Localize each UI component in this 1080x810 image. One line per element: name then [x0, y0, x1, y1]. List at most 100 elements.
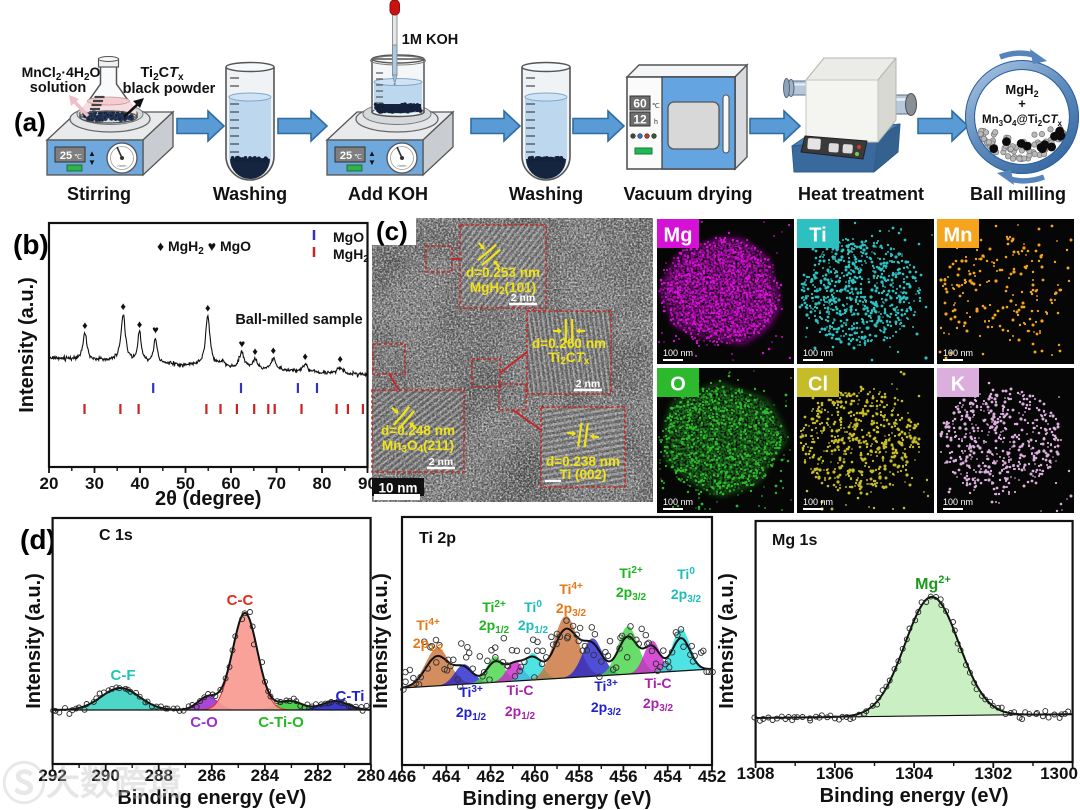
- svg-text:Mn3O4(211): Mn3O4(211): [382, 438, 454, 455]
- svg-text:100 nm: 100 nm: [663, 348, 693, 358]
- svg-text:Binding energy (eV): Binding energy (eV): [463, 788, 652, 810]
- svg-text:464: 464: [432, 767, 461, 786]
- svg-text:2 nm: 2 nm: [429, 456, 454, 468]
- svg-text:100 nm: 100 nm: [663, 497, 693, 507]
- svg-text:Intensity (a.u.): Intensity (a.u.): [23, 573, 45, 709]
- svg-text:30: 30: [85, 474, 104, 493]
- svg-text:2θ (degree): 2θ (degree): [155, 488, 261, 510]
- svg-text:♦: ♦: [337, 354, 343, 366]
- svg-text:K: K: [951, 374, 966, 396]
- svg-text:40: 40: [131, 474, 150, 493]
- svg-text:Intensity (a.u.): Intensity (a.u.): [370, 573, 392, 709]
- svg-text:280: 280: [357, 766, 385, 785]
- svg-text:Heat treatment: Heat treatment: [798, 184, 924, 204]
- svg-text:462: 462: [476, 767, 504, 786]
- svg-text:1308: 1308: [737, 764, 775, 783]
- svg-text:12: 12: [633, 113, 647, 127]
- svg-text:C-Ti: C-Ti: [336, 688, 365, 705]
- svg-text:80: 80: [313, 474, 332, 493]
- svg-text:(a): (a): [14, 107, 46, 137]
- svg-text:Ti2CTx: Ti2CTx: [549, 350, 590, 367]
- svg-text:20: 20: [40, 474, 59, 493]
- svg-text:C 1s: C 1s: [99, 527, 133, 544]
- svg-text:466: 466: [388, 767, 416, 786]
- svg-text:MnCl2·4H2O: MnCl2·4H2O: [22, 64, 101, 83]
- svg-text:292: 292: [38, 766, 66, 785]
- svg-text:♦: ♦: [137, 319, 143, 331]
- svg-text:284: 284: [251, 766, 280, 785]
- svg-text:▲: ▲: [368, 149, 376, 158]
- svg-text:2 nm: 2 nm: [511, 292, 536, 304]
- svg-text:MgH2(101): MgH2(101): [470, 280, 536, 297]
- svg-text:458: 458: [565, 767, 593, 786]
- svg-text:70: 70: [267, 474, 286, 493]
- svg-text:℃: ℃: [652, 103, 660, 110]
- svg-text:Intensity (a.u.): Intensity (a.u.): [716, 573, 738, 709]
- svg-text:60: 60: [222, 474, 241, 493]
- svg-text:25: 25: [60, 150, 72, 162]
- svg-text:Binding energy (eV): Binding energy (eV): [820, 785, 1009, 807]
- svg-text:25: 25: [340, 150, 352, 162]
- svg-text:Ⓢ: Ⓢ: [2, 760, 46, 809]
- svg-text:288: 288: [145, 766, 173, 785]
- svg-text:286: 286: [198, 766, 226, 785]
- svg-text:MgH2: MgH2: [333, 246, 369, 265]
- svg-text:C-F: C-F: [111, 667, 136, 684]
- svg-text:Ti: Ti: [809, 225, 826, 247]
- svg-text:1304: 1304: [895, 764, 933, 783]
- svg-text:Vacuum drying: Vacuum drying: [623, 184, 752, 204]
- svg-text:r/min: r/min: [398, 163, 407, 168]
- svg-text:O: O: [670, 374, 686, 396]
- svg-text:h: h: [654, 119, 658, 126]
- svg-text:100 nm: 100 nm: [943, 497, 973, 507]
- svg-text:Ti2CTx: Ti2CTx: [140, 65, 184, 83]
- svg-text:♦: ♦: [271, 345, 277, 357]
- svg-text:♦: ♦: [120, 301, 126, 313]
- svg-text:452: 452: [698, 767, 726, 786]
- svg-text:282: 282: [304, 766, 332, 785]
- svg-text:Ball-milled sample: Ball-milled sample: [235, 312, 362, 328]
- svg-text:♦: ♦: [82, 320, 88, 332]
- svg-text:460: 460: [521, 767, 549, 786]
- svg-text:Binding energy (eV): Binding energy (eV): [117, 787, 306, 809]
- svg-text:black powder: black powder: [123, 81, 216, 97]
- svg-text:♥: ♥: [239, 338, 246, 350]
- svg-text:d=0.253 nm: d=0.253 nm: [466, 265, 540, 280]
- svg-text:100 nm: 100 nm: [803, 497, 833, 507]
- svg-text:d=0.260 nm: d=0.260 nm: [532, 336, 606, 351]
- svg-text:℃: ℃: [74, 154, 82, 161]
- svg-text:60: 60: [633, 97, 647, 111]
- svg-text:▼: ▼: [88, 158, 96, 167]
- svg-text:♦: ♦: [302, 351, 308, 363]
- svg-text:Ti-C: Ti-C: [507, 682, 534, 698]
- svg-text:Mn: Mn: [944, 225, 973, 247]
- svg-text:Washing: Washing: [509, 184, 583, 204]
- svg-text:2 nm: 2 nm: [576, 378, 601, 390]
- svg-text:Ti-C: Ti-C: [645, 675, 672, 691]
- svg-text:Mg 1s: Mg 1s: [772, 532, 817, 549]
- svg-text:℃: ℃: [354, 154, 362, 161]
- svg-text:Stirring: Stirring: [67, 184, 131, 204]
- svg-text:(b): (b): [13, 229, 49, 260]
- svg-text:Mn3O4@Ti2CTx: Mn3O4@Ti2CTx: [982, 114, 1063, 128]
- svg-text:C-C: C-C: [227, 592, 254, 609]
- svg-text:▼: ▼: [368, 158, 376, 167]
- svg-text:Intensity (a.u.): Intensity (a.u.): [16, 277, 38, 413]
- svg-text:♦: ♦: [205, 303, 211, 315]
- svg-text:100 nm: 100 nm: [803, 348, 833, 358]
- svg-text:1M KOH: 1M KOH: [402, 32, 458, 48]
- svg-text:▲: ▲: [88, 149, 96, 158]
- svg-text:Ti 2p: Ti 2p: [419, 530, 456, 547]
- svg-text:♦ MgH2 ♥ MgO: ♦ MgH2 ♥ MgO: [157, 238, 251, 257]
- svg-text:solution: solution: [30, 80, 86, 96]
- svg-text:d=0.248 nm: d=0.248 nm: [381, 423, 455, 438]
- svg-text:大数跨境: 大数跨境: [46, 765, 182, 803]
- svg-text:10 nm: 10 nm: [378, 481, 417, 496]
- svg-text:♦: ♦: [252, 346, 258, 358]
- svg-text:(c): (c): [376, 216, 408, 246]
- svg-text:1300: 1300: [1040, 764, 1078, 783]
- svg-text:Ball milling: Ball milling: [970, 184, 1066, 204]
- svg-text:Cl: Cl: [808, 374, 828, 396]
- svg-text:454: 454: [654, 767, 683, 786]
- svg-text:Ti (002): Ti (002): [559, 467, 606, 482]
